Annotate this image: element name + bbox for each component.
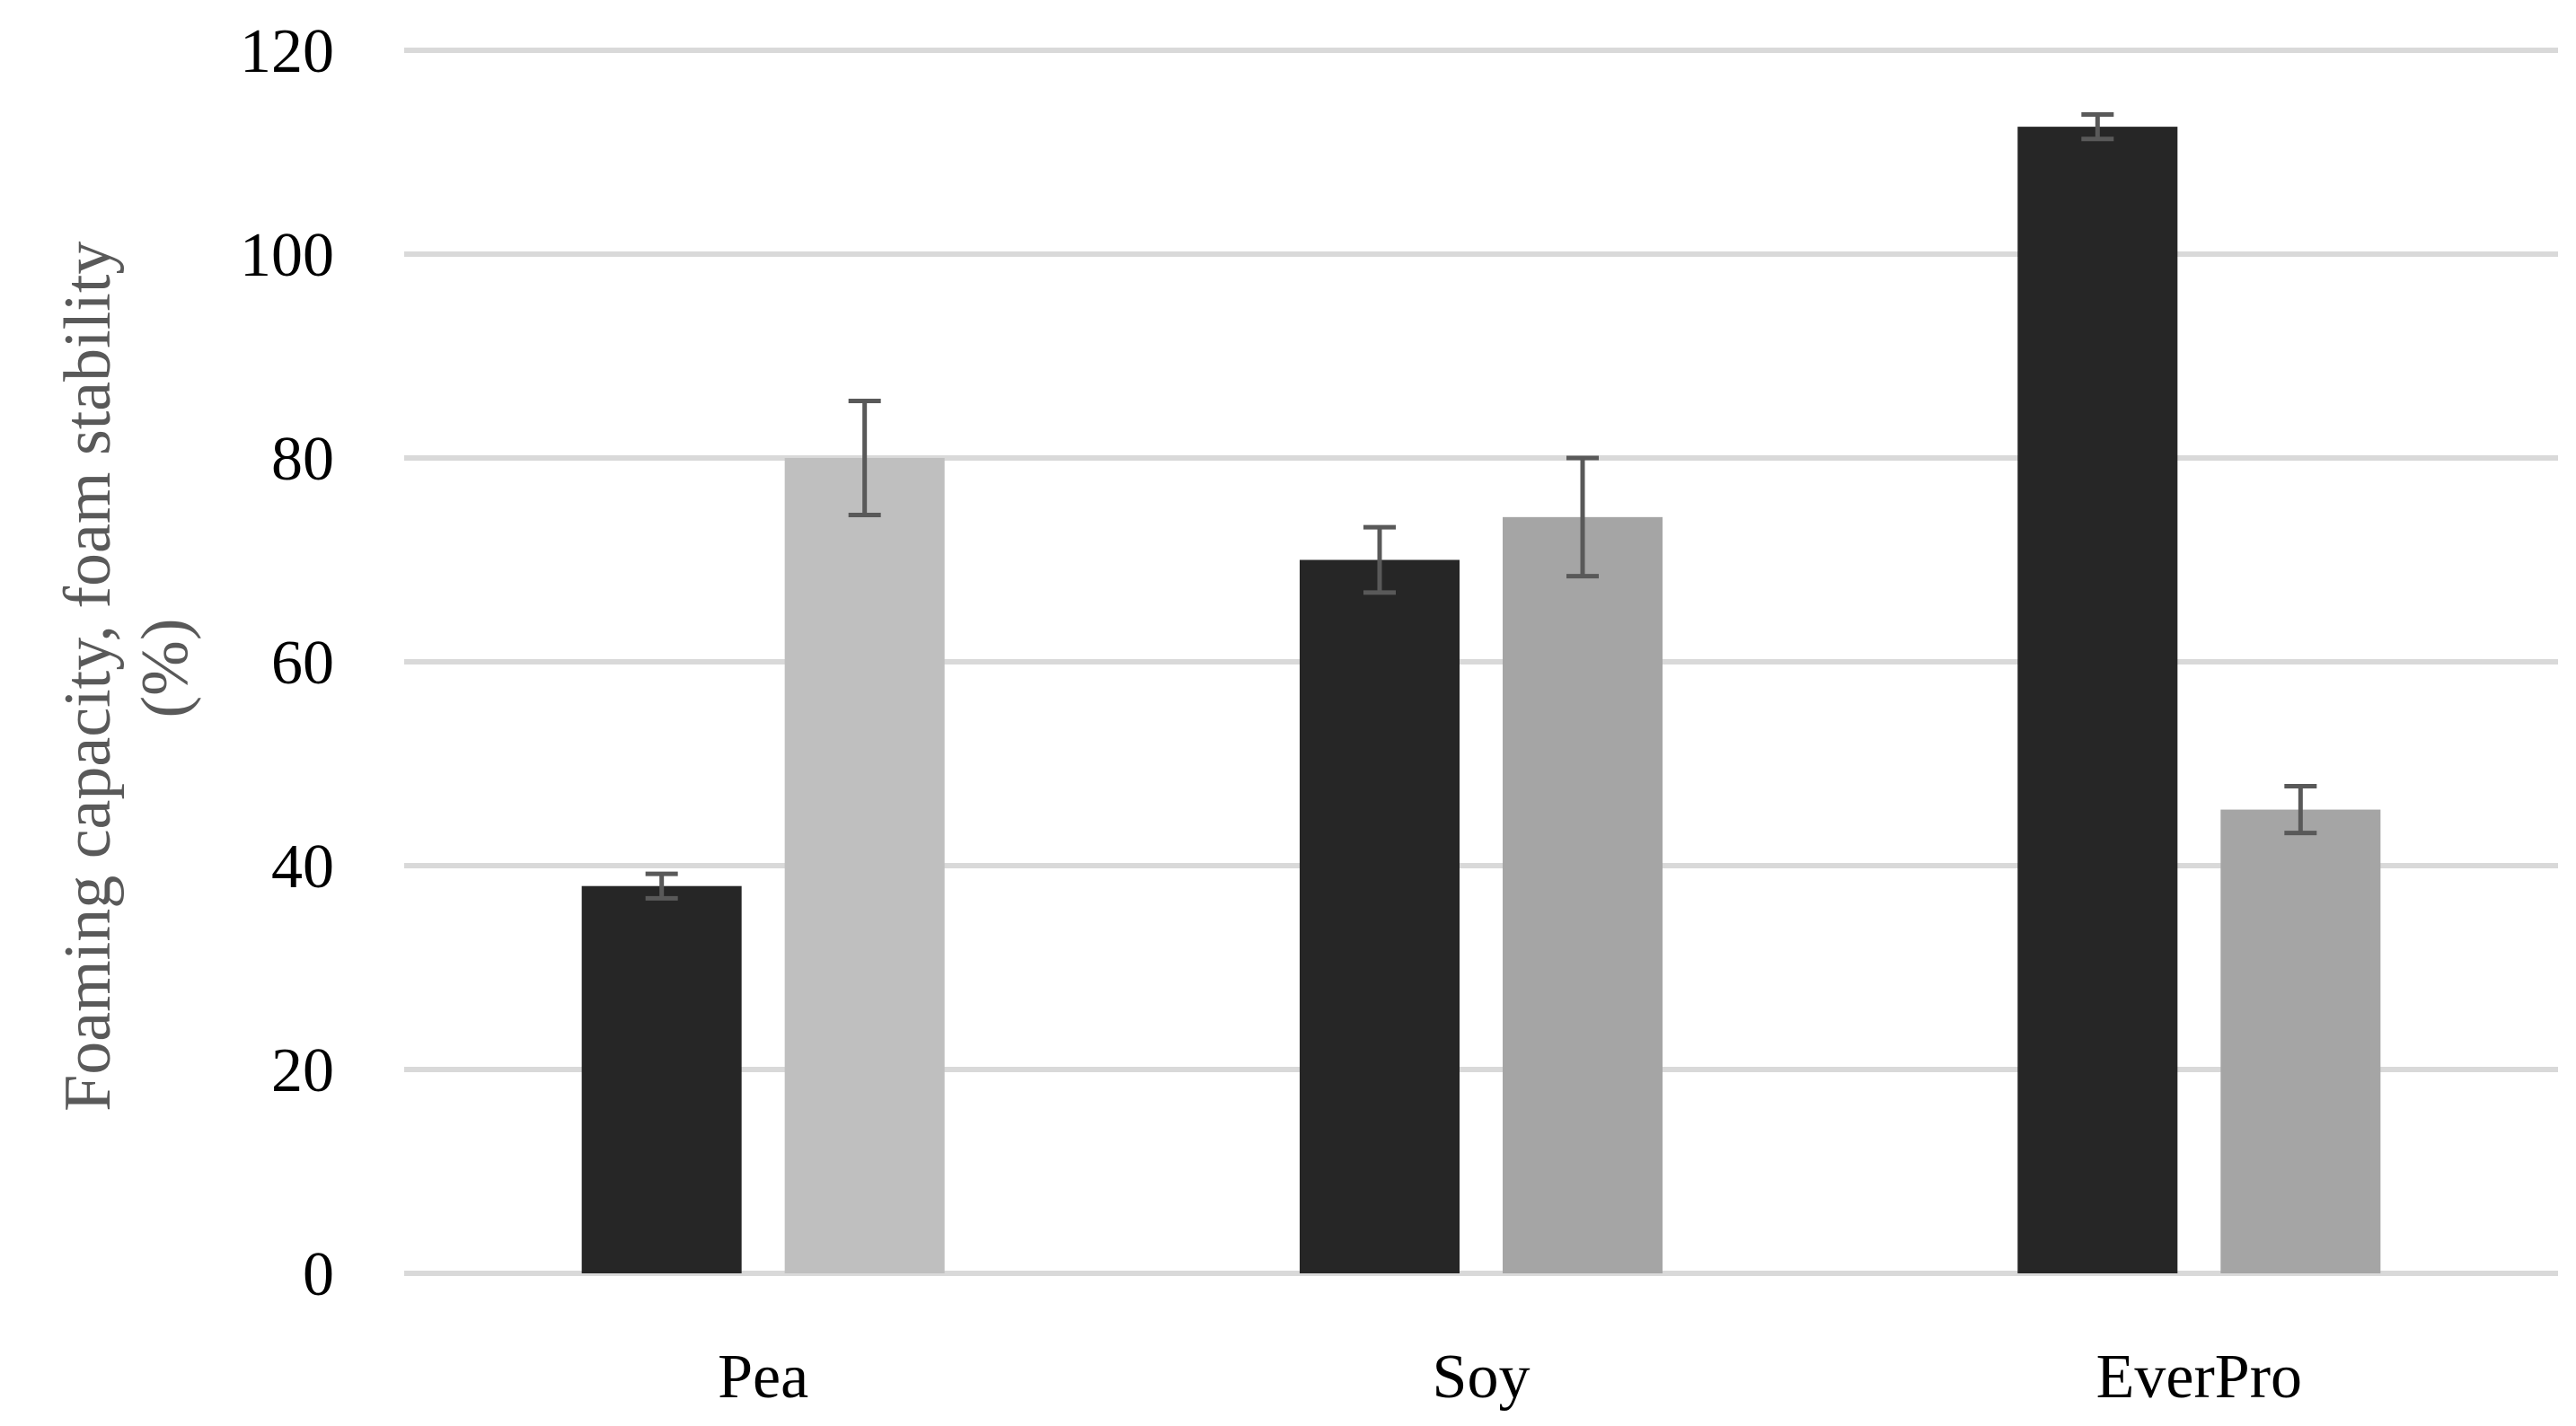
x-tick-label-pea: Pea (718, 1342, 808, 1412)
bar-everpro-series-1 (2017, 127, 2178, 1273)
y-tick-label-80: 80 (271, 425, 334, 494)
y-tick-label-0: 0 (303, 1240, 334, 1309)
error-bar-everpro-series-2 (2284, 783, 2317, 836)
x-axis-tick-labels: Pea Soy EverPro (718, 1342, 2302, 1412)
y-axis-title: Foaming capacity, foam stability (%) (51, 224, 202, 1112)
y-tick-label-60: 60 (271, 629, 334, 698)
bar-pea-series-2 (784, 458, 945, 1273)
error-bar-everpro-series-1 (2081, 112, 2114, 142)
y-axis-title-line-1: Foaming capacity, foam stability (51, 242, 125, 1112)
error-bar-soy-series-2 (1566, 455, 1599, 579)
bar-soy-series-2 (1503, 516, 1663, 1273)
bars (581, 127, 2381, 1273)
error-bar-pea-series-2 (848, 398, 881, 518)
y-axis-title-line-2: (%) (128, 619, 202, 718)
bar-pea-series-1 (581, 885, 742, 1273)
error-bar-pea-series-1 (645, 871, 678, 901)
x-tick-label-everpro: EverPro (2096, 1342, 2302, 1412)
y-tick-label-120: 120 (240, 17, 334, 86)
y-tick-label-20: 20 (271, 1036, 334, 1105)
y-axis-tick-labels: 0 20 40 60 80 100 120 (240, 17, 334, 1309)
bar-everpro-series-2 (2220, 809, 2381, 1273)
gridlines (404, 48, 2558, 1276)
y-tick-label-40: 40 (271, 832, 334, 902)
error-bars (645, 112, 2317, 901)
y-tick-label-100: 100 (240, 221, 334, 290)
error-bar-soy-series-1 (1363, 524, 1396, 595)
x-tick-label-soy: Soy (1433, 1342, 1531, 1412)
bar-soy-series-1 (1300, 559, 1460, 1273)
